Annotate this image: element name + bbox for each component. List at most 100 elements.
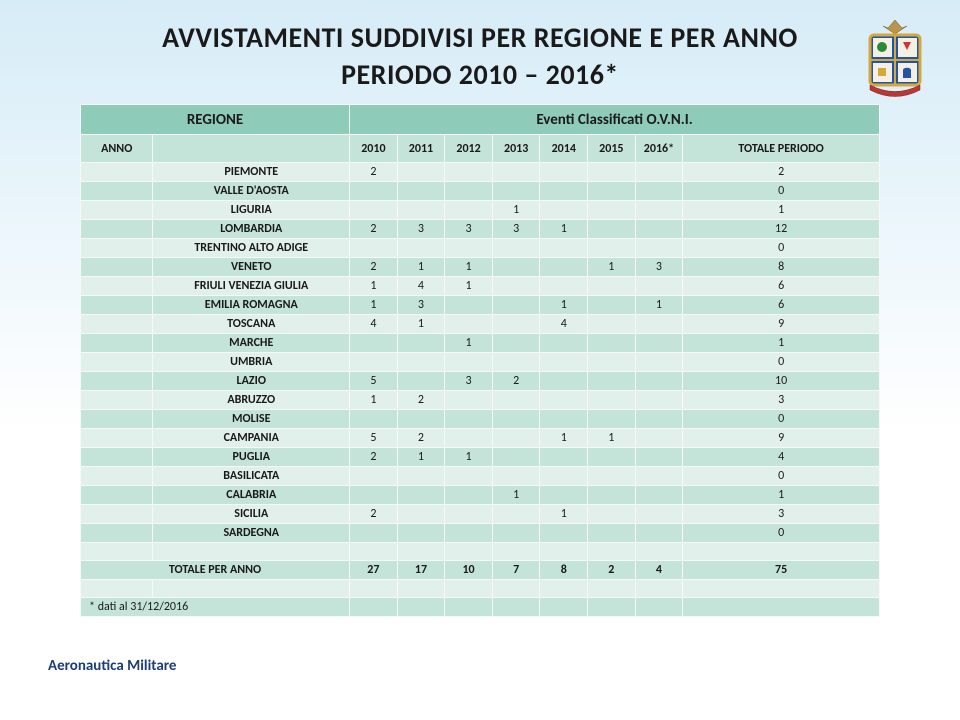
page-title-line1: AVVISTAMENTI SUDDIVISI PER REGIONE E PER… bbox=[40, 20, 920, 55]
header-year: 2011 bbox=[397, 135, 445, 163]
region-name: FRIULI VENEZIA GIULIA bbox=[153, 277, 350, 296]
note-cell: * dati al 31/12/2016 bbox=[81, 598, 350, 617]
table-row: TOTALE PER ANNO271710782475 bbox=[81, 561, 880, 580]
region-name: MARCHE bbox=[153, 334, 350, 353]
anno-cell bbox=[81, 182, 153, 201]
value-cell bbox=[445, 524, 493, 543]
value-cell bbox=[492, 429, 540, 448]
value-cell bbox=[588, 296, 636, 315]
table-row: PUGLIA2114 bbox=[81, 448, 880, 467]
value-cell bbox=[635, 182, 683, 201]
value-cell bbox=[492, 315, 540, 334]
blank-cell bbox=[153, 543, 350, 561]
value-cell bbox=[492, 353, 540, 372]
cell bbox=[635, 598, 683, 617]
value-cell bbox=[492, 467, 540, 486]
value-cell bbox=[635, 467, 683, 486]
region-name: ABRUZZO bbox=[153, 391, 350, 410]
region-name: LIGURIA bbox=[153, 201, 350, 220]
blank-cell bbox=[81, 580, 153, 598]
value-cell: 1 bbox=[445, 448, 493, 467]
value-cell: 5 bbox=[350, 372, 398, 391]
value-cell: 1 bbox=[588, 258, 636, 277]
region-name: PIEMONTE bbox=[153, 163, 350, 182]
value-cell bbox=[540, 239, 588, 258]
value-cell bbox=[445, 505, 493, 524]
value-cell bbox=[540, 163, 588, 182]
value-cell bbox=[540, 467, 588, 486]
row-total: 0 bbox=[683, 353, 880, 372]
blank-cell bbox=[540, 543, 588, 561]
value-cell bbox=[540, 524, 588, 543]
value-cell bbox=[588, 182, 636, 201]
value-cell: 1 bbox=[445, 334, 493, 353]
row-total: 4 bbox=[683, 448, 880, 467]
value-cell bbox=[588, 448, 636, 467]
value-cell bbox=[445, 410, 493, 429]
region-name: TRENTINO ALTO ADIGE bbox=[153, 239, 350, 258]
value-cell: 2 bbox=[350, 220, 398, 239]
anno-cell bbox=[81, 334, 153, 353]
value-cell bbox=[588, 163, 636, 182]
blank-cell bbox=[683, 580, 880, 598]
table-row: MARCHE 1 1 bbox=[81, 334, 880, 353]
value-cell bbox=[635, 448, 683, 467]
value-cell: 1 bbox=[588, 429, 636, 448]
grand-total: 75 bbox=[683, 561, 880, 580]
value-cell bbox=[350, 182, 398, 201]
value-cell bbox=[445, 391, 493, 410]
anno-cell bbox=[81, 486, 153, 505]
totals-value: 27 bbox=[350, 561, 398, 580]
value-cell: 2 bbox=[350, 163, 398, 182]
header-year: 2013 bbox=[492, 135, 540, 163]
value-cell: 4 bbox=[397, 277, 445, 296]
blank-cell bbox=[81, 543, 153, 561]
value-cell bbox=[635, 315, 683, 334]
blank-cell bbox=[588, 580, 636, 598]
value-cell: 4 bbox=[350, 315, 398, 334]
anno-cell bbox=[81, 353, 153, 372]
value-cell bbox=[540, 448, 588, 467]
region-name: VALLE D'AOSTA bbox=[153, 182, 350, 201]
value-cell bbox=[397, 467, 445, 486]
value-cell bbox=[540, 258, 588, 277]
value-cell bbox=[350, 239, 398, 258]
value-cell bbox=[445, 429, 493, 448]
value-cell: 2 bbox=[492, 372, 540, 391]
value-cell bbox=[588, 410, 636, 429]
value-cell: 1 bbox=[492, 486, 540, 505]
blank-cell bbox=[445, 580, 493, 598]
header-regione: REGIONE bbox=[81, 105, 350, 135]
value-cell bbox=[492, 163, 540, 182]
value-cell bbox=[397, 201, 445, 220]
value-cell bbox=[350, 410, 398, 429]
value-cell bbox=[397, 410, 445, 429]
anno-cell bbox=[81, 429, 153, 448]
value-cell bbox=[540, 391, 588, 410]
blank-cell bbox=[683, 543, 880, 561]
table-row: LAZIO53210 bbox=[81, 372, 880, 391]
totals-value: 17 bbox=[397, 561, 445, 580]
anno-cell bbox=[81, 296, 153, 315]
table-row: TOSCANA4149 bbox=[81, 315, 880, 334]
value-cell bbox=[635, 372, 683, 391]
header-eventi: Eventi Classificati O.V.N.I. bbox=[350, 105, 880, 135]
row-total: 1 bbox=[683, 486, 880, 505]
cell bbox=[540, 598, 588, 617]
value-cell bbox=[445, 163, 493, 182]
value-cell bbox=[492, 277, 540, 296]
value-cell bbox=[635, 334, 683, 353]
value-cell bbox=[588, 315, 636, 334]
value-cell: 1 bbox=[397, 448, 445, 467]
value-cell bbox=[635, 220, 683, 239]
row-total: 1 bbox=[683, 334, 880, 353]
totals-value: 7 bbox=[492, 561, 540, 580]
value-cell bbox=[635, 201, 683, 220]
value-cell bbox=[445, 201, 493, 220]
value-cell bbox=[445, 182, 493, 201]
row-total: 0 bbox=[683, 182, 880, 201]
cell bbox=[683, 598, 880, 617]
value-cell bbox=[397, 524, 445, 543]
value-cell: 3 bbox=[492, 220, 540, 239]
value-cell bbox=[492, 524, 540, 543]
